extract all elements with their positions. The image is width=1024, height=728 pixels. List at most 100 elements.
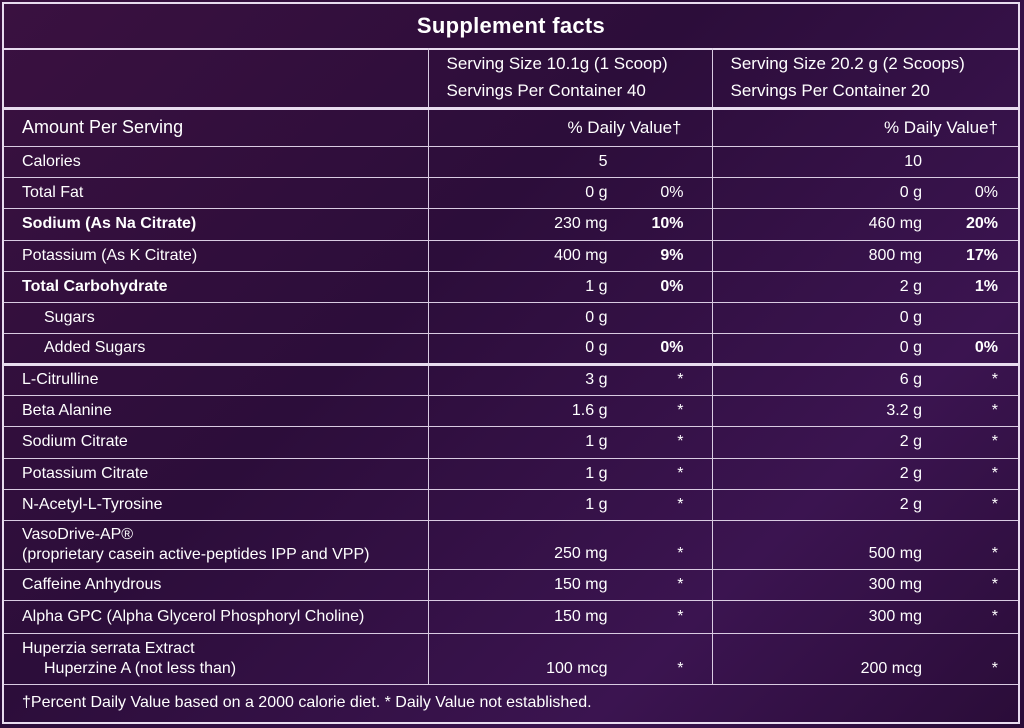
amount-value: 3 g xyxy=(585,371,608,388)
daily-value: 0% xyxy=(660,339,684,356)
nutrient-name: Total Carbohydrate xyxy=(4,270,429,303)
serving-info-2: Serving Size 20.2 g (2 Scoops) Servings … xyxy=(711,48,1018,109)
amount-value: 800 mg xyxy=(868,246,922,264)
nutrient-name: Beta Alanine xyxy=(4,394,429,427)
daily-value: * xyxy=(991,575,998,593)
daily-value: * xyxy=(991,607,998,625)
nutrient-row: Potassium Citrate 1 g * 2 g * xyxy=(4,457,1018,490)
amount-cell-1: 150 mg * xyxy=(427,599,713,634)
amount-cell-1: 1 g * xyxy=(427,425,713,459)
daily-value: * xyxy=(677,464,684,482)
daily-value: * xyxy=(677,607,684,625)
daily-value: 17% xyxy=(965,246,998,264)
nutrient-row: Calories 5 10 xyxy=(4,146,1018,178)
amount-cell-1: 1.6 g * xyxy=(427,394,713,427)
amount-value: 400 mg xyxy=(554,246,608,264)
amount-cell-2: 0 g 0% xyxy=(711,176,1018,209)
amount-value: 1 g xyxy=(585,277,608,295)
nutrient-name: Potassium Citrate xyxy=(4,457,429,490)
daily-value: 10% xyxy=(651,215,684,232)
amount-value: 500 mg xyxy=(868,544,922,562)
daily-value-header-2: % Daily Value† xyxy=(711,106,1018,147)
daily-value: 9% xyxy=(660,246,684,264)
amount-value: 300 mg xyxy=(868,575,922,593)
daily-value: 0% xyxy=(974,339,998,356)
nutrient-row: Sodium Citrate 1 g * 2 g * xyxy=(4,425,1018,459)
nutrient-name: L-Citrulline xyxy=(4,362,429,396)
serving-header-row: Serving Size 10.1g (1 Scoop) Servings Pe… xyxy=(4,48,1018,109)
nutrient-name: Calories xyxy=(4,146,429,178)
daily-value: * xyxy=(677,433,684,450)
amount-value: 300 mg xyxy=(868,607,922,625)
amount-value: 1.6 g xyxy=(571,401,608,419)
nutrient-name: Sodium Citrate xyxy=(4,425,429,459)
amount-cell-2: 2 g * xyxy=(711,488,1018,521)
nutrient-row: Sugars 0 g 0 g xyxy=(4,301,1018,334)
amount-cell-2: 300 mg * xyxy=(711,599,1018,634)
amount-cell-2: 3.2 g * xyxy=(711,394,1018,427)
serving-info-1: Serving Size 10.1g (1 Scoop) Servings Pe… xyxy=(427,48,713,109)
amount-value: 1 g xyxy=(585,495,608,513)
nutrient-row: Alpha GPC (Alpha Glycerol Phosphoryl Cho… xyxy=(4,599,1018,634)
empty-header-cell xyxy=(4,48,429,109)
amount-cell-2: 200 mcg * xyxy=(711,632,1018,685)
amount-cell-1: 0 g xyxy=(427,301,713,334)
footnote: †Percent Daily Value based on a 2000 cal… xyxy=(22,694,592,712)
nutrient-row: Caffeine Anhydrous 150 mg * 300 mg * xyxy=(4,568,1018,601)
nutrient-subname: (proprietary casein active-peptides IPP … xyxy=(22,545,370,563)
amount-value: 0 g xyxy=(585,308,608,326)
daily-value: * xyxy=(677,544,684,562)
nutrient-name: Total Fat xyxy=(4,176,429,209)
nutrient-row: N-Acetyl-L-Tyrosine 1 g * 2 g * xyxy=(4,488,1018,521)
amount-value: 0 g xyxy=(899,183,922,201)
amount-cell-1: 250 mg * xyxy=(427,519,713,570)
nutrient-name: Huperzia serrata Extract xyxy=(22,639,195,657)
nutrient-row: Sodium (As Na Citrate) 230 mg 10% 460 mg 20% xyxy=(4,207,1018,241)
daily-value: 0% xyxy=(660,183,684,201)
amount-cell-1: 0 g 0% xyxy=(427,332,713,365)
amount-value: 0 g xyxy=(899,308,922,326)
daily-value: * xyxy=(991,544,998,562)
amount-cell-1: 0 g 0% xyxy=(427,176,713,209)
amount-value: 460 mg xyxy=(868,215,922,232)
panel-title: Supplement facts xyxy=(4,4,1018,50)
amount-cell-1: 5 xyxy=(427,146,713,178)
amount-value: 100 mcg xyxy=(546,659,608,677)
daily-value: 0% xyxy=(660,277,684,295)
nutrient-subname: Huperzine A (not less than) xyxy=(44,659,237,677)
amount-per-serving-label: Amount Per Serving xyxy=(4,106,429,147)
amount-cell-1: 100 mcg * xyxy=(427,632,713,685)
amount-value: 150 mg xyxy=(554,607,608,625)
amount-cell-2: 500 mg * xyxy=(711,519,1018,570)
amount-value: 6 g xyxy=(899,371,922,388)
nutrient-rows: Calories 5 10 Total Fat 0 g 0% 0 g 0% Sodium (As… xyxy=(4,146,1018,685)
amount-value: 200 mcg xyxy=(860,659,922,677)
nutrient-name: Caffeine Anhydrous xyxy=(4,568,429,601)
daily-value: 0% xyxy=(974,183,998,201)
nutrient-row: Total Carbohydrate 1 g 0% 2 g 1% xyxy=(4,270,1018,303)
amount-value: 2 g xyxy=(899,464,922,482)
amount-cell-1: 3 g * xyxy=(427,362,713,396)
amount-value: 230 mg xyxy=(554,215,608,232)
daily-value: * xyxy=(677,371,684,388)
nutrient-name: Alpha GPC (Alpha Glycerol Phosphoryl Cho… xyxy=(4,599,429,634)
nutrient-name: Sodium (As Na Citrate) xyxy=(4,207,429,241)
amount-value: 2 g xyxy=(899,277,922,295)
nutrient-row: L-Citrulline 3 g * 6 g * xyxy=(4,362,1018,396)
amount-cell-1: 1 g 0% xyxy=(427,270,713,303)
amount-value: 250 mg xyxy=(554,544,608,562)
daily-value: * xyxy=(991,371,998,388)
amount-value: 1 g xyxy=(585,433,608,450)
daily-value: 20% xyxy=(965,215,998,232)
nutrient-row: Added Sugars 0 g 0% 0 g 0% xyxy=(4,332,1018,365)
amount-cell-1: 1 g * xyxy=(427,457,713,490)
amount-value: 5 xyxy=(598,152,608,170)
amount-cell-2: 6 g * xyxy=(711,362,1018,396)
footnote-row: †Percent Daily Value based on a 2000 cal… xyxy=(4,684,1018,722)
nutrient-row: VasoDrive-AP® (proprietary casein active-… xyxy=(4,519,1018,570)
amount-cell-2: 2 g 1% xyxy=(711,270,1018,303)
amount-cell-2: 0 g 0% xyxy=(711,332,1018,365)
nutrient-name-cell: VasoDrive-AP® (proprietary casein active-… xyxy=(4,519,429,570)
daily-value-header-1: % Daily Value† xyxy=(427,106,713,147)
